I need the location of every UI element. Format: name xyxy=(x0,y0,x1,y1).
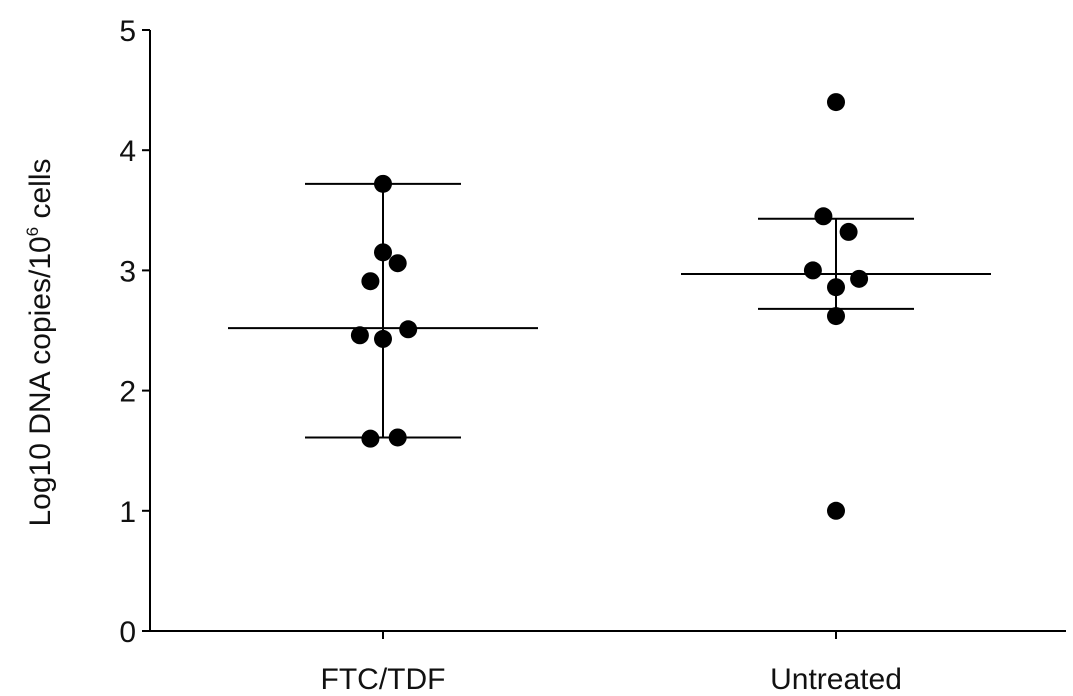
data-point xyxy=(361,272,380,291)
y-tick-label: 2 xyxy=(119,376,136,409)
data-point xyxy=(827,93,845,112)
data-point xyxy=(827,307,845,326)
data-point xyxy=(827,501,845,520)
data-point xyxy=(374,174,392,193)
data-point xyxy=(399,320,418,339)
summary-lines xyxy=(228,182,991,439)
x-category-label: FTC/TDF xyxy=(321,663,446,696)
y-axis-label: Log10 DNA copies/106 cells xyxy=(23,158,57,526)
y-axis-label-superscript: 6 xyxy=(23,227,42,236)
data-point xyxy=(814,207,833,226)
data-point xyxy=(361,429,380,448)
y-tick-label: 0 xyxy=(119,616,136,649)
y-tick-label: 1 xyxy=(119,496,136,529)
x-category-label: Untreated xyxy=(770,663,902,696)
y-tick-label: 5 xyxy=(119,15,136,48)
y-axis-ticks: 0 1 2 3 4 5 xyxy=(119,15,150,649)
y-axis-label-prefix: Log10 DNA copies/10 xyxy=(24,236,57,526)
data-point xyxy=(388,428,407,447)
data-points xyxy=(350,93,869,520)
y-tick-label: 3 xyxy=(119,255,136,288)
data-point xyxy=(388,254,407,273)
y-tick-label: 4 xyxy=(119,135,136,168)
data-point xyxy=(374,243,392,262)
data-point xyxy=(827,278,845,297)
data-point xyxy=(350,326,369,345)
data-point xyxy=(374,329,392,348)
data-point xyxy=(839,222,858,241)
y-axis-label-suffix: cells xyxy=(24,158,57,226)
data-point xyxy=(850,269,869,288)
data-point xyxy=(803,261,822,280)
x-axis-ticks: FTC/TDF Untreated xyxy=(321,631,902,696)
axes xyxy=(149,30,1066,632)
